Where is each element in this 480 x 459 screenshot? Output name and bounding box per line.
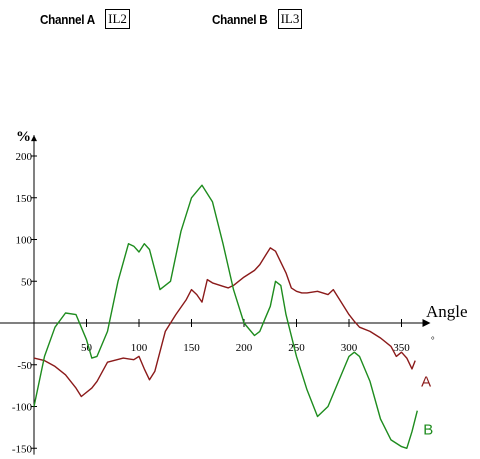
y-tick-label: 100: [16, 235, 33, 247]
x-tick-label: 200: [236, 342, 253, 354]
x-tick-label: 50: [81, 342, 93, 354]
x-tick-label: 250: [288, 342, 305, 354]
channel-b-selector[interactable]: IL3: [277, 9, 303, 29]
chart-axes: [0, 135, 431, 455]
chart-labels: A B% Angle °: [16, 129, 468, 439]
x-tick-label: 350: [393, 342, 410, 354]
y-axis-title: %: [16, 129, 31, 145]
channel-header: Channel A IL2 Channel B IL3: [0, 0, 480, 40]
channel-b-label: Channel B: [212, 11, 268, 27]
chart-ticks: 50 100 150 200 250 300 350 -150 -100 -50 50 100 150 2…: [12, 151, 410, 455]
y-tick-label: -150: [12, 443, 33, 455]
channel-a-label: Channel A: [40, 11, 95, 27]
channel-b-group: Channel B IL3: [212, 9, 303, 29]
x-tick-label: 150: [183, 342, 200, 354]
x-tick-label: 300: [341, 342, 358, 354]
series-b-label: B: [423, 422, 433, 439]
series-a-line: [33, 247, 416, 398]
y-tick-label: 150: [16, 193, 33, 205]
x-axis-arrow: [422, 319, 431, 327]
series-a-label: A: [421, 374, 431, 391]
x-tick-label: 100: [131, 342, 148, 354]
series-b-line: [33, 184, 418, 449]
channel-a-group: Channel A IL2: [40, 9, 130, 29]
y-tick-label: 200: [16, 151, 33, 163]
y-tick-label: 50: [21, 276, 33, 288]
channel-a-selector[interactable]: IL2: [105, 9, 130, 29]
x-axis-title: Angle: [426, 302, 468, 321]
y-tick-label: -50: [17, 360, 32, 372]
chart-series: [33, 184, 418, 449]
y-axis-arrow: [31, 135, 37, 142]
y-tick-label: -100: [12, 402, 33, 414]
x-axis-unit: °: [431, 335, 435, 345]
